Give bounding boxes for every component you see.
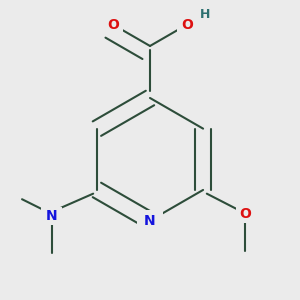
Text: O: O bbox=[107, 18, 119, 32]
Text: N: N bbox=[46, 209, 58, 223]
Bar bbox=[137, 210, 163, 231]
Bar bbox=[103, 15, 123, 34]
Text: N: N bbox=[144, 214, 156, 228]
Text: O: O bbox=[239, 207, 251, 221]
Bar bbox=[41, 207, 62, 225]
Bar bbox=[177, 15, 197, 34]
Text: H: H bbox=[200, 8, 210, 21]
Bar bbox=[236, 205, 254, 224]
Text: O: O bbox=[181, 18, 193, 32]
